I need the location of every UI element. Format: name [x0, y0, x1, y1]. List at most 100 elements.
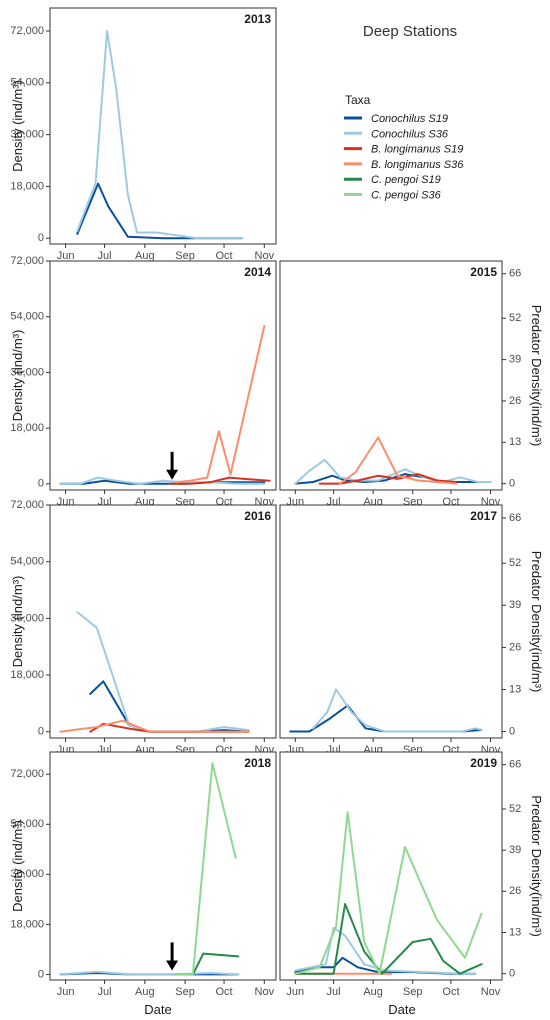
panel-title-2017: 2017	[470, 509, 497, 523]
panel-title-2019: 2019	[470, 756, 497, 770]
x-tick-label-2013-oct: Oct	[215, 250, 232, 262]
figure-title: Deep Stations	[363, 23, 457, 40]
y-tick-label-2016-18-000: 18,000	[10, 669, 44, 681]
series-line-2018-c-pengoi-s36	[175, 762, 237, 976]
y-tick-label-2019-26: 26	[509, 885, 521, 897]
legend: Taxa Conochilus S19 Conochilus S36 B. long…	[344, 93, 464, 202]
y-tick-label-2017-13: 13	[509, 683, 521, 695]
x-tick-label-2013-nov: Nov	[255, 250, 275, 262]
y-axis-title-2015: Predator Density(ind/m³)	[529, 305, 544, 447]
y-tick-label-2018-54-000: 54,000	[10, 818, 44, 830]
legend-item-conochilus-s36: Conochilus S36	[344, 128, 449, 140]
y-tick-label-2013-54-000: 54,000	[10, 77, 44, 89]
x-axis-label-right: Date	[388, 1002, 415, 1017]
x-tick-label-2013-sep: Sep	[175, 250, 195, 262]
x-tick-label-2013-aug: Aug	[135, 250, 155, 262]
legend-label-conochilus-s36: Conochilus S36	[371, 128, 449, 140]
y-tick-label-2015-52: 52	[509, 312, 521, 324]
y-tick-label-2015-0: 0	[509, 478, 515, 490]
x-tick-label-2018-aug: Aug	[135, 986, 155, 998]
panel-frame-2015	[279, 260, 503, 491]
panel-title-2018: 2018	[244, 756, 271, 770]
series-line-2019-c-pengoi-s36	[294, 811, 483, 975]
x-tick-label-2018-oct: Oct	[215, 986, 232, 998]
x-tick-label-2019-nov: Nov	[481, 986, 501, 998]
legend-title: Taxa	[345, 93, 371, 107]
series-line-2015-conochilus-s36	[294, 458, 492, 485]
x-tick-label-2019-oct: Oct	[442, 986, 459, 998]
panel-2019: 2019 Jun Jul Aug Sep Oct Nov 0 13 26 39 52 66 Predato…	[279, 751, 544, 998]
y-tick-label-2014-0: 0	[38, 478, 44, 490]
series-line-2019-conochilus-s36	[294, 926, 477, 975]
x-tick-label-2013-jun: Jun	[57, 250, 75, 262]
y-tick-label-2018-0: 0	[38, 968, 44, 980]
panels-layer: 2013 Jun Jul Aug Sep Oct Nov 0 18,000 36,000 54,00…	[10, 7, 544, 998]
panel-title-2013: 2013	[244, 12, 271, 26]
y-tick-label-2013-36-000: 36,000	[10, 129, 44, 141]
panel-title-2015: 2015	[470, 265, 497, 279]
x-tick-label-2019-aug: Aug	[363, 986, 383, 998]
y-axis-title-2016: Density (ind/m³)	[10, 576, 25, 668]
y-tick-label-2015-39: 39	[509, 354, 521, 366]
x-axis-label-left: Date	[144, 1002, 171, 1017]
series-line-2013-conochilus-s36	[76, 30, 244, 240]
y-tick-label-2018-18-000: 18,000	[10, 918, 44, 930]
series-line-2014-conochilus-s36	[59, 476, 266, 485]
y-tick-label-2015-66: 66	[509, 268, 521, 280]
y-axis-title-2014: Density (ind/m³)	[10, 330, 25, 422]
y-axis-title-2018: Density (ind/m³)	[10, 820, 25, 912]
y-tick-label-2013-18-000: 18,000	[10, 180, 44, 192]
y-axis-title-2013: Density (ind/m³)	[10, 80, 25, 172]
y-tick-label-2019-39: 39	[509, 844, 521, 856]
annotation-arrow-2018	[166, 942, 179, 971]
y-tick-label-2016-0: 0	[38, 726, 44, 738]
y-tick-label-2017-0: 0	[509, 725, 515, 737]
y-tick-label-2017-66: 66	[509, 512, 521, 524]
y-tick-label-2013-72-000: 72,000	[10, 25, 44, 37]
x-tick-label-2018-jun: Jun	[57, 986, 75, 998]
series-line-2019-c-pengoi-s19	[294, 903, 483, 975]
legend-label-b-longimanus-s36: B. longimanus S36	[371, 159, 464, 171]
y-tick-label-2014-72-000: 72,000	[10, 255, 44, 267]
panel-frame-2016	[49, 504, 277, 739]
y-tick-label-2018-36-000: 36,000	[10, 868, 44, 880]
y-tick-label-2014-36-000: 36,000	[10, 366, 44, 378]
x-tick-label-2018-nov: Nov	[255, 986, 275, 998]
y-tick-label-2019-13: 13	[509, 926, 521, 938]
annotation-arrow-2014	[166, 451, 179, 480]
series-line-2015-b-longimanus-s19	[318, 473, 458, 485]
legend-label-c-pengoi-s36: C. pengoi S36	[371, 190, 442, 202]
y-tick-label-2016-72-000: 72,000	[10, 499, 44, 511]
y-tick-label-2017-52: 52	[509, 557, 521, 569]
y-tick-label-2019-0: 0	[509, 968, 515, 980]
y-tick-label-2015-26: 26	[509, 395, 521, 407]
legend-item-b-longimanus-s36: B. longimanus S36	[344, 159, 464, 171]
y-axis-title-2017: Predator Density(ind/m³)	[529, 551, 544, 693]
y-tick-label-2014-18-000: 18,000	[10, 422, 44, 434]
panel-title-2016: 2016	[244, 509, 271, 523]
y-tick-label-2019-66: 66	[509, 759, 521, 771]
y-tick-label-2018-72-000: 72,000	[10, 768, 44, 780]
legend-label-b-longimanus-s19: B. longimanus S19	[371, 144, 463, 156]
x-tick-label-2019-jun: Jun	[286, 986, 304, 998]
y-tick-label-2019-52: 52	[509, 803, 521, 815]
legend-items: Conochilus S19 Conochilus S36 B. longimanu…	[344, 113, 464, 202]
panel-frame-2013	[49, 7, 277, 245]
panel-frame-2014	[49, 260, 277, 491]
y-tick-label-2017-26: 26	[509, 641, 521, 653]
legend-label-c-pengoi-s19: C. pengoi S19	[371, 174, 441, 186]
y-tick-label-2016-36-000: 36,000	[10, 612, 44, 624]
panel-frame-2017	[279, 504, 503, 739]
x-tick-label-2019-jul: Jul	[327, 986, 341, 998]
legend-item-c-pengoi-s36: C. pengoi S36	[344, 190, 442, 202]
series-line-2014-b-longimanus-s19	[168, 476, 271, 485]
panel-frame-2018	[49, 751, 277, 981]
y-tick-label-2014-54-000: 54,000	[10, 311, 44, 323]
y-tick-label-2013-0: 0	[38, 232, 44, 244]
panel-frame-2019	[279, 751, 503, 981]
